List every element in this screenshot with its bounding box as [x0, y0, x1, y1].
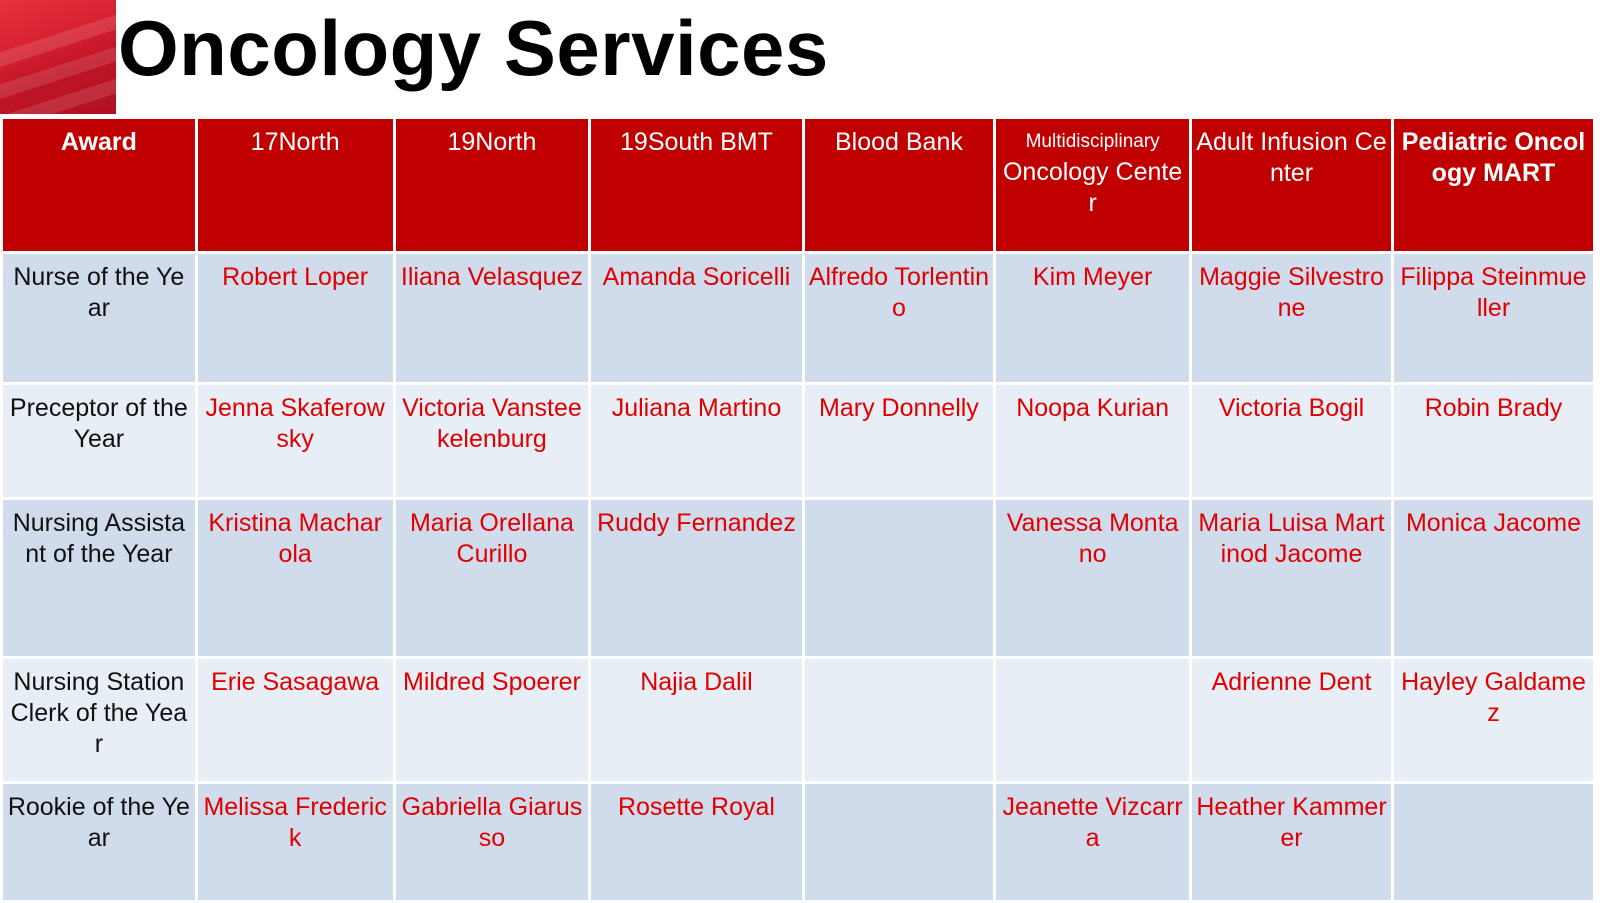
header-oncology-center-label: Oncology Center: [1002, 158, 1183, 217]
header-blood-bank: Blood Bank: [801, 116, 997, 254]
table-row: Nurse of the Year Robert Loper Iliana Ve…: [0, 251, 1597, 385]
table-cell: Maria Luisa Martinod Jacome: [1189, 497, 1394, 659]
header-multidisciplinary-label: Multidisciplinary: [1025, 131, 1160, 152]
table-cell: Melissa Frederick: [194, 781, 396, 903]
award-name: Preceptor of the Year: [0, 382, 198, 500]
table-cell: Ruddy Fernandez: [588, 497, 805, 659]
table-cell: Jeanette Vizcarra: [993, 781, 1193, 903]
table-cell: Monica Jacome: [1390, 497, 1597, 659]
table-row: Nursing Station Clerk of the Year Erie S…: [0, 656, 1597, 784]
table-row: Rookie of the Year Melissa Frederick Gab…: [0, 781, 1597, 903]
table-cell: Kim Meyer: [993, 251, 1193, 385]
table-cell: Victoria Bogil: [1189, 382, 1394, 500]
table-cell: [1390, 781, 1597, 903]
table-cell: Adrienne Dent: [1189, 656, 1394, 784]
table-cell: Mildred Spoerer: [392, 656, 592, 784]
table-cell: [801, 656, 997, 784]
table-cell: Hayley Galdamez: [1390, 656, 1597, 784]
table-cell: Juliana Martino: [588, 382, 805, 500]
table-cell: [801, 781, 997, 903]
table-cell: Rosette Royal: [588, 781, 805, 903]
table-cell: Vanessa Montano: [993, 497, 1193, 659]
table-cell: Victoria Vansteekelenburg: [392, 382, 592, 500]
header-19north: 19North: [392, 116, 592, 254]
table-row: Nursing Assistant of the Year Kristina M…: [0, 497, 1597, 659]
table-cell: Gabriella Giarusso: [392, 781, 592, 903]
table-cell: Robert Loper: [194, 251, 396, 385]
table-cell: Mary Donnelly: [801, 382, 997, 500]
awards-table: Award 17North 19North 19South BMT Blood …: [0, 116, 1597, 903]
table-cell: Amanda Soricelli: [588, 251, 805, 385]
table-cell: Robin Brady: [1390, 382, 1597, 500]
table-cell: Maria Orellana Curillo: [392, 497, 592, 659]
table-cell: Kristina Macharola: [194, 497, 396, 659]
table-cell: Iliana Velasquez: [392, 251, 592, 385]
header-pediatric-oncology-mart: Pediatric Oncology MART: [1390, 116, 1597, 254]
logo-block: [0, 0, 116, 114]
table-cell: Erie Sasagawa: [194, 656, 396, 784]
table-cell: [993, 656, 1193, 784]
award-name: Nurse of the Year: [0, 251, 198, 385]
header-19south-bmt: 19South BMT: [588, 116, 805, 254]
table-cell: [801, 497, 997, 659]
award-name: Nursing Assistant of the Year: [0, 497, 198, 659]
table-cell: Alfredo Torlentino: [801, 251, 997, 385]
page-title: Oncology Services: [118, 4, 829, 92]
header-oncology-center: Multidisciplinary Oncology Center: [993, 116, 1193, 254]
header-award: Award: [0, 116, 198, 254]
table-cell: Heather Kammerer: [1189, 781, 1394, 903]
table-cell: Maggie Silvestrone: [1189, 251, 1394, 385]
table-cell: Jenna Skaferowsky: [194, 382, 396, 500]
award-name: Rookie of the Year: [0, 781, 198, 903]
header-adult-infusion-center: Adult Infusion Center: [1189, 116, 1394, 254]
header-17north: 17North: [194, 116, 396, 254]
table-row: Preceptor of the Year Jenna Skaferowsky …: [0, 382, 1597, 500]
award-name: Nursing Station Clerk of the Year: [0, 656, 198, 784]
table-cell: Filippa Steinmueller: [1390, 251, 1597, 385]
header-row: Award 17North 19North 19South BMT Blood …: [0, 116, 1597, 254]
table-cell: Noopa Kurian: [993, 382, 1193, 500]
table-cell: Najia Dalil: [588, 656, 805, 784]
